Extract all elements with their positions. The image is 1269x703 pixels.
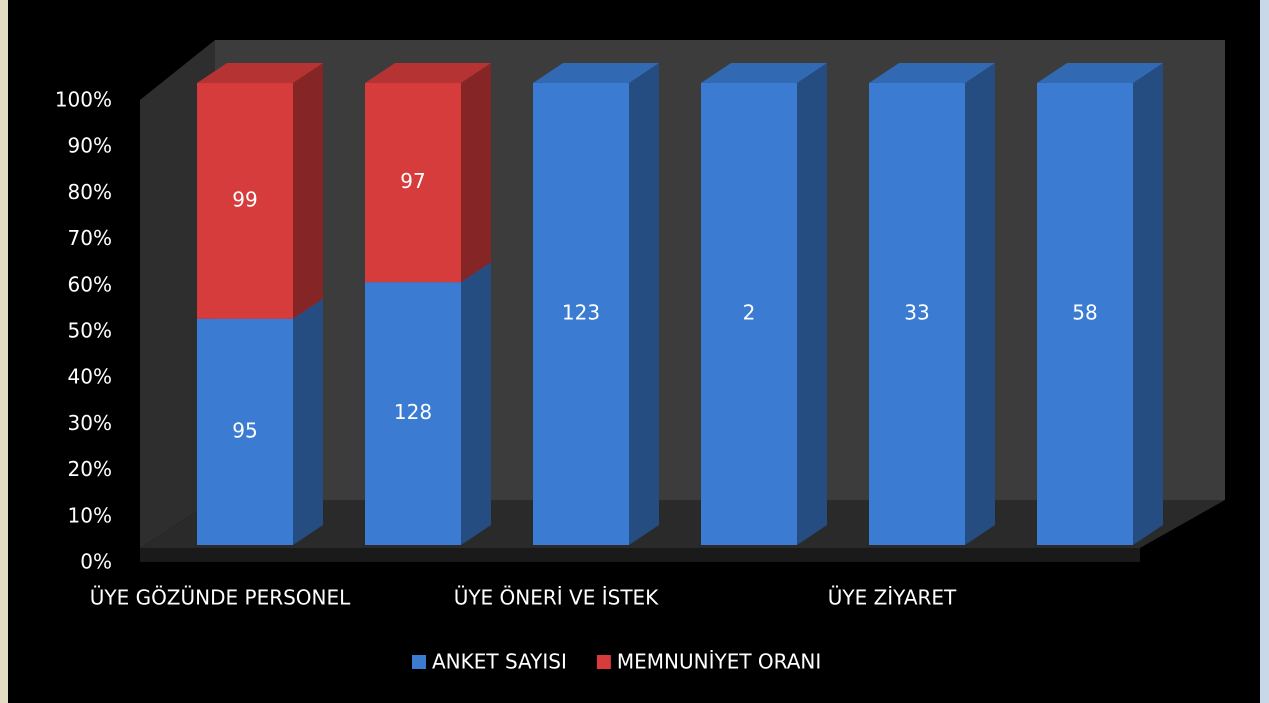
bar-front — [197, 318, 293, 545]
data-label: 58 — [1072, 301, 1097, 325]
floor-front — [140, 548, 1140, 562]
y-tick-label: 100% — [55, 88, 112, 112]
y-tick-label: 50% — [68, 319, 112, 343]
bar-top — [365, 63, 491, 83]
y-tick-label: 40% — [68, 365, 112, 389]
y-tick-label: 30% — [68, 411, 112, 435]
x-tick-label: ÜYE GÖZÜNDE PERSONEL — [90, 586, 351, 610]
bar — [197, 298, 323, 545]
frame-edge — [1260, 0, 1269, 703]
bar — [197, 63, 323, 319]
y-tick-label: 60% — [68, 272, 112, 296]
x-tick-label: ÜYE ZİYARET — [828, 586, 957, 610]
y-tick-label: 90% — [68, 134, 112, 158]
y-tick-label: 10% — [68, 503, 112, 527]
y-tick-label: 20% — [68, 457, 112, 481]
bar-side — [797, 63, 827, 545]
bar-side — [461, 63, 491, 283]
bar-top — [197, 63, 323, 83]
legend-label: ANKET SAYISI — [432, 650, 567, 674]
y-tick-label: 80% — [68, 180, 112, 204]
bar-front — [869, 83, 965, 545]
bar-side — [629, 63, 659, 545]
bar — [701, 63, 827, 545]
bar — [365, 63, 491, 283]
data-label: 95 — [232, 418, 257, 442]
data-label: 97 — [400, 169, 425, 193]
data-label: 2 — [743, 301, 756, 325]
legend-label: MEMNUNİYET ORANI — [617, 650, 821, 674]
bar-front — [365, 83, 461, 283]
y-tick-label: 0% — [80, 550, 112, 574]
data-label: 99 — [232, 187, 257, 211]
y-tick-label: 70% — [68, 226, 112, 250]
bar-front — [365, 282, 461, 545]
bar-side — [461, 262, 491, 545]
bar-top — [701, 63, 827, 83]
bar-front — [533, 83, 629, 545]
bar — [1037, 63, 1163, 545]
bar-side — [293, 298, 323, 545]
bar-side — [293, 63, 323, 319]
legend-swatch — [412, 655, 426, 669]
bar-front — [701, 83, 797, 545]
data-label: 33 — [904, 301, 929, 325]
bar-front — [197, 83, 293, 319]
bar-side — [965, 63, 995, 545]
bar — [533, 63, 659, 545]
bar-top — [533, 63, 659, 83]
x-tick-label: ÜYE ÖNERİ VE İSTEK — [454, 586, 659, 610]
data-label: 123 — [562, 301, 600, 325]
legend-swatch — [596, 655, 611, 669]
bar-top — [1037, 63, 1163, 83]
bar-front — [1037, 83, 1133, 545]
bar-side — [1133, 63, 1163, 545]
data-label: 128 — [394, 400, 432, 424]
bar-top — [869, 63, 995, 83]
bar — [869, 63, 995, 545]
side-wall — [140, 40, 215, 548]
